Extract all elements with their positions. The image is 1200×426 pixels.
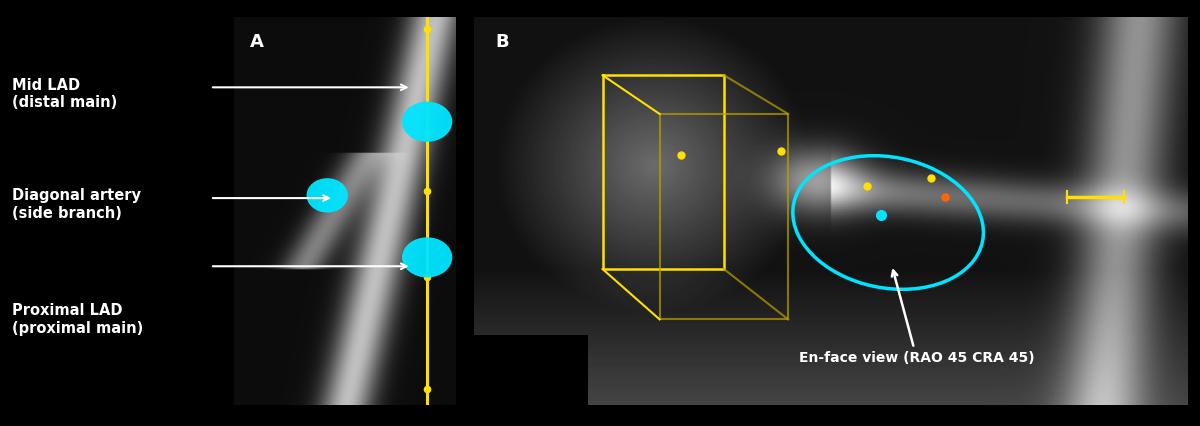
Ellipse shape — [403, 102, 451, 141]
Ellipse shape — [403, 238, 451, 277]
Text: Diagonal artery
(side branch): Diagonal artery (side branch) — [12, 188, 142, 221]
Text: Proximal LAD
(proximal main): Proximal LAD (proximal main) — [12, 303, 143, 336]
Text: En-face view (RAO 45 CRA 45): En-face view (RAO 45 CRA 45) — [799, 271, 1034, 365]
Text: A: A — [250, 32, 264, 51]
Text: B: B — [496, 32, 509, 51]
Text: Mid LAD
(distal main): Mid LAD (distal main) — [12, 78, 118, 110]
Ellipse shape — [307, 179, 347, 212]
Bar — [474, 335, 588, 405]
